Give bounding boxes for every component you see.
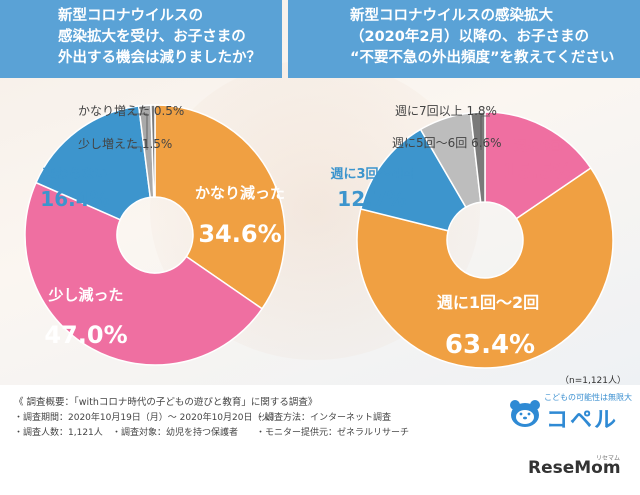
chart2-slice-3 xyxy=(359,128,467,232)
sample-size-note: （n=1,121人） xyxy=(560,376,627,386)
chart1-value-label-3: 16.4% xyxy=(40,187,109,211)
survey-target: ・調査対象：幼児を持つ保護者 xyxy=(112,428,239,438)
resemom-watermark-sub: リセマム xyxy=(596,455,621,462)
donut-charts: かなり減った 34.6% 少し減った 47.0% 変わらない 16.4% 少し増えた 1.5… xyxy=(24,104,614,369)
chart2-category-label-1: 週に0回 xyxy=(514,139,562,154)
chart1-category-label-3: 変わらない xyxy=(42,166,107,182)
survey-people: ・調査人数：1,121人 xyxy=(14,428,103,438)
chart1-category-label-1: かなり減った xyxy=(195,184,285,202)
header-left-line-3: 外出する機会は減りましたか？ xyxy=(58,50,261,66)
header-right-line-2: （2020年2月）以降の、お子さまの xyxy=(350,29,589,45)
chart2-value-label-2: 63.4% xyxy=(445,330,535,360)
survey-title: 《 調査概要：「withコロナ時代の子どもの遊びと教育」に関する調査》 xyxy=(14,397,318,408)
header-left-line-1: 新型コロナウイルスの xyxy=(58,8,203,24)
chart1-category-label-2: 少し減った xyxy=(47,286,123,304)
header-right-line-3: “不要不急の外出頻度”を教えてください xyxy=(350,50,615,66)
chart2-label-4: 週に5回～6回 6.6% xyxy=(392,136,502,150)
chart1-leader-line-1 xyxy=(129,113,148,150)
chart1-label-4: 少し増えた 1.5% xyxy=(78,137,172,151)
bear-logo-icon xyxy=(510,400,540,427)
header-right-line-1: 新型コロナウイルスの感染拡大 xyxy=(350,8,553,24)
survey-method: ・調査方法：インターネット調査 xyxy=(256,413,392,423)
chart2-category-label-3: 週に3回～4回 xyxy=(330,167,413,182)
chart2-slice-2 xyxy=(356,167,614,369)
header-left-question: 新型コロナウイルスの 感染拡大を受け、お子さまの 外出する機会は減りましたか？ xyxy=(0,0,282,78)
chart1-slice-5 xyxy=(150,104,156,198)
survey-period: ・調査期間：2020年10月19日（月）～ 2020年10月20日（火） xyxy=(14,413,280,423)
chart2-category-label-2: 週に1回～2回 xyxy=(437,293,539,312)
resemom-watermark: ReseMom xyxy=(528,458,621,478)
logo-name: コペル xyxy=(546,408,619,433)
chart1-value-label-2: 47.0% xyxy=(44,321,127,349)
survey-monitor: ・モニター提供元：ゼネラルリサーチ xyxy=(256,428,410,438)
chart2-label-5: 週に7回以上 1.8% xyxy=(395,104,497,118)
chart1-leader-line-2 xyxy=(129,146,142,152)
logo-tagline: こどもの可能性は無限大 xyxy=(544,393,632,402)
chart2-value-label-1: 15.5% xyxy=(503,159,572,183)
chart1-value-label-1: 34.6% xyxy=(198,220,281,248)
header-right-question: 新型コロナウイルスの感染拡大 （2020年2月）以降の、お子さまの “不要不急の… xyxy=(288,0,640,78)
chart2-value-label-3: 12.7% xyxy=(337,187,406,211)
chart1-slice-1 xyxy=(154,104,286,310)
header-left-line-2: 感染拡大を受け、お子さまの xyxy=(58,29,246,45)
chart1-slice-2 xyxy=(24,181,264,366)
chart1-slice-3 xyxy=(35,105,152,221)
chart2-slice-1 xyxy=(484,111,592,220)
chart2-leader-line-1 xyxy=(480,115,490,150)
chart1-label-5: かなり増えた 0.5% xyxy=(78,104,184,118)
